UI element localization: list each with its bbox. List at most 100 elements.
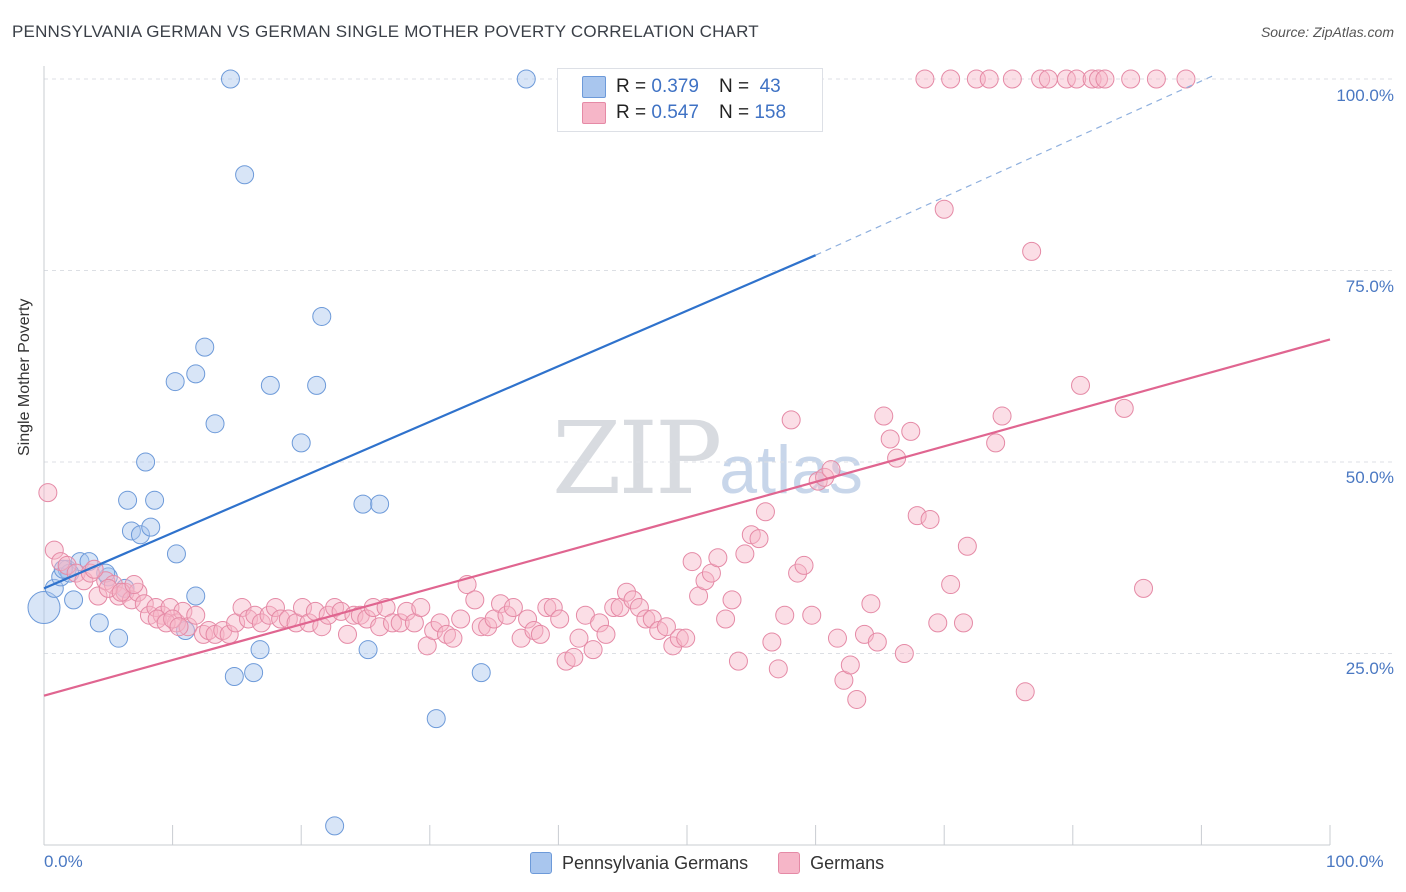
- point-germans: [337, 624, 357, 644]
- point-pennsylvania-germans: [471, 663, 491, 683]
- point-germans: [491, 594, 511, 614]
- point-pennsylvania-germans: [141, 517, 161, 537]
- point-germans: [163, 609, 183, 629]
- point-germans: [443, 628, 463, 648]
- point-germans: [629, 598, 649, 618]
- point-germans: [920, 509, 940, 529]
- source-credit: Source: ZipAtlas.com: [1260, 24, 1394, 40]
- point-pennsylvania-germans: [312, 306, 332, 326]
- series-label: Germans: [810, 852, 885, 873]
- y-tick-75: 75.0%: [1345, 277, 1394, 296]
- point-germans: [245, 605, 265, 625]
- x-tick-min: 0.0%: [44, 852, 83, 871]
- point-germans: [121, 590, 141, 610]
- point-pennsylvania-germans: [130, 525, 150, 545]
- point-pennsylvania-germans: [145, 490, 165, 510]
- point-germans: [518, 609, 538, 629]
- watermark: ZIPatlas: [552, 400, 863, 517]
- point-germans: [370, 617, 390, 637]
- point-pennsylvania-germans: [353, 494, 373, 514]
- legend-r-value: 0.379: [651, 76, 699, 97]
- point-germans: [465, 590, 485, 610]
- point-germans: [867, 632, 887, 652]
- point-germans: [44, 540, 64, 560]
- point-germans: [186, 605, 206, 625]
- point-pennsylvania-germans: [195, 337, 215, 357]
- legend-r-label: R =: [616, 76, 647, 97]
- point-germans: [583, 640, 603, 660]
- point-pennsylvania-germans: [224, 666, 244, 686]
- point-germans: [251, 613, 271, 633]
- point-germans: [38, 483, 58, 503]
- series-swatch-pink: [778, 852, 801, 874]
- point-germans: [695, 571, 715, 591]
- point-germans: [1095, 69, 1115, 89]
- point-germans: [887, 448, 907, 468]
- point-pennsylvania-germans: [260, 375, 280, 395]
- y-tick-50: 50.0%: [1345, 468, 1394, 487]
- point-pennsylvania-germans: [358, 640, 378, 660]
- point-germans: [894, 644, 914, 663]
- legend-row-germans: R = 0.547 N = 158: [582, 100, 786, 126]
- point-germans: [722, 590, 742, 610]
- point-pennsylvania-germans: [235, 165, 255, 185]
- point-germans: [915, 69, 935, 89]
- point-germans: [411, 598, 431, 618]
- point-germans: [827, 628, 847, 648]
- point-germans: [768, 659, 788, 679]
- point-pennsylvania-germans: [186, 364, 206, 384]
- point-germans: [1176, 69, 1196, 89]
- legend-n-label: N =: [718, 102, 750, 123]
- series-legend-pennsylvania-germans: Pennsylvania Germans: [530, 852, 748, 874]
- point-pennsylvania-germans: [516, 69, 536, 89]
- trendline-extension: [815, 74, 1215, 256]
- point-germans: [1071, 375, 1091, 395]
- point-germans: [383, 613, 403, 633]
- point-pennsylvania-germans: [244, 663, 264, 683]
- point-germans: [103, 575, 123, 595]
- point-germans: [986, 433, 1006, 453]
- point-germans: [390, 613, 410, 633]
- chart-title: PENNSYLVANIA GERMAN VS GERMAN SINGLE MOT…: [12, 22, 759, 41]
- point-germans: [451, 609, 471, 629]
- trendline-germans: [43, 338, 1331, 697]
- series-swatch-blue: [530, 852, 552, 874]
- point-germans: [604, 598, 624, 618]
- point-germans: [901, 421, 921, 441]
- point-germans: [762, 632, 782, 652]
- point-germans: [907, 506, 927, 526]
- point-germans: [979, 69, 999, 89]
- point-germans: [716, 609, 736, 629]
- point-germans: [682, 552, 702, 572]
- trendline-pennsylvania-germans: [43, 254, 817, 590]
- point-germans: [173, 601, 193, 621]
- point-pennsylvania-germans: [165, 372, 185, 392]
- point-germans: [169, 617, 189, 637]
- point-pennsylvania-germans: [109, 628, 129, 648]
- point-germans: [847, 689, 867, 709]
- series-label: Pennsylvania Germans: [562, 852, 749, 873]
- point-germans: [88, 586, 108, 606]
- point-germans: [1015, 682, 1035, 702]
- point-germans: [1089, 69, 1109, 89]
- point-pennsylvania-germans: [136, 452, 156, 472]
- point-germans: [1002, 69, 1022, 89]
- point-germans: [124, 575, 144, 595]
- point-germans: [788, 563, 808, 583]
- point-germans: [1038, 69, 1058, 89]
- point-germans: [953, 613, 973, 633]
- point-germans: [617, 582, 637, 602]
- point-germans: [781, 410, 801, 430]
- point-germans: [497, 605, 517, 625]
- point-germans: [874, 406, 894, 426]
- y-axis-label: Single Mother Poverty: [16, 298, 33, 456]
- legend-r-value: 0.547: [651, 102, 699, 123]
- point-germans: [840, 655, 860, 675]
- point-germans: [1121, 69, 1141, 89]
- x-tick-max: 100.0%: [1326, 852, 1384, 871]
- point-germans: [957, 536, 977, 556]
- point-pennsylvania-germans: [291, 433, 311, 453]
- point-pennsylvania-germans: [64, 590, 84, 610]
- point-germans: [590, 613, 610, 633]
- point-germans: [735, 544, 755, 564]
